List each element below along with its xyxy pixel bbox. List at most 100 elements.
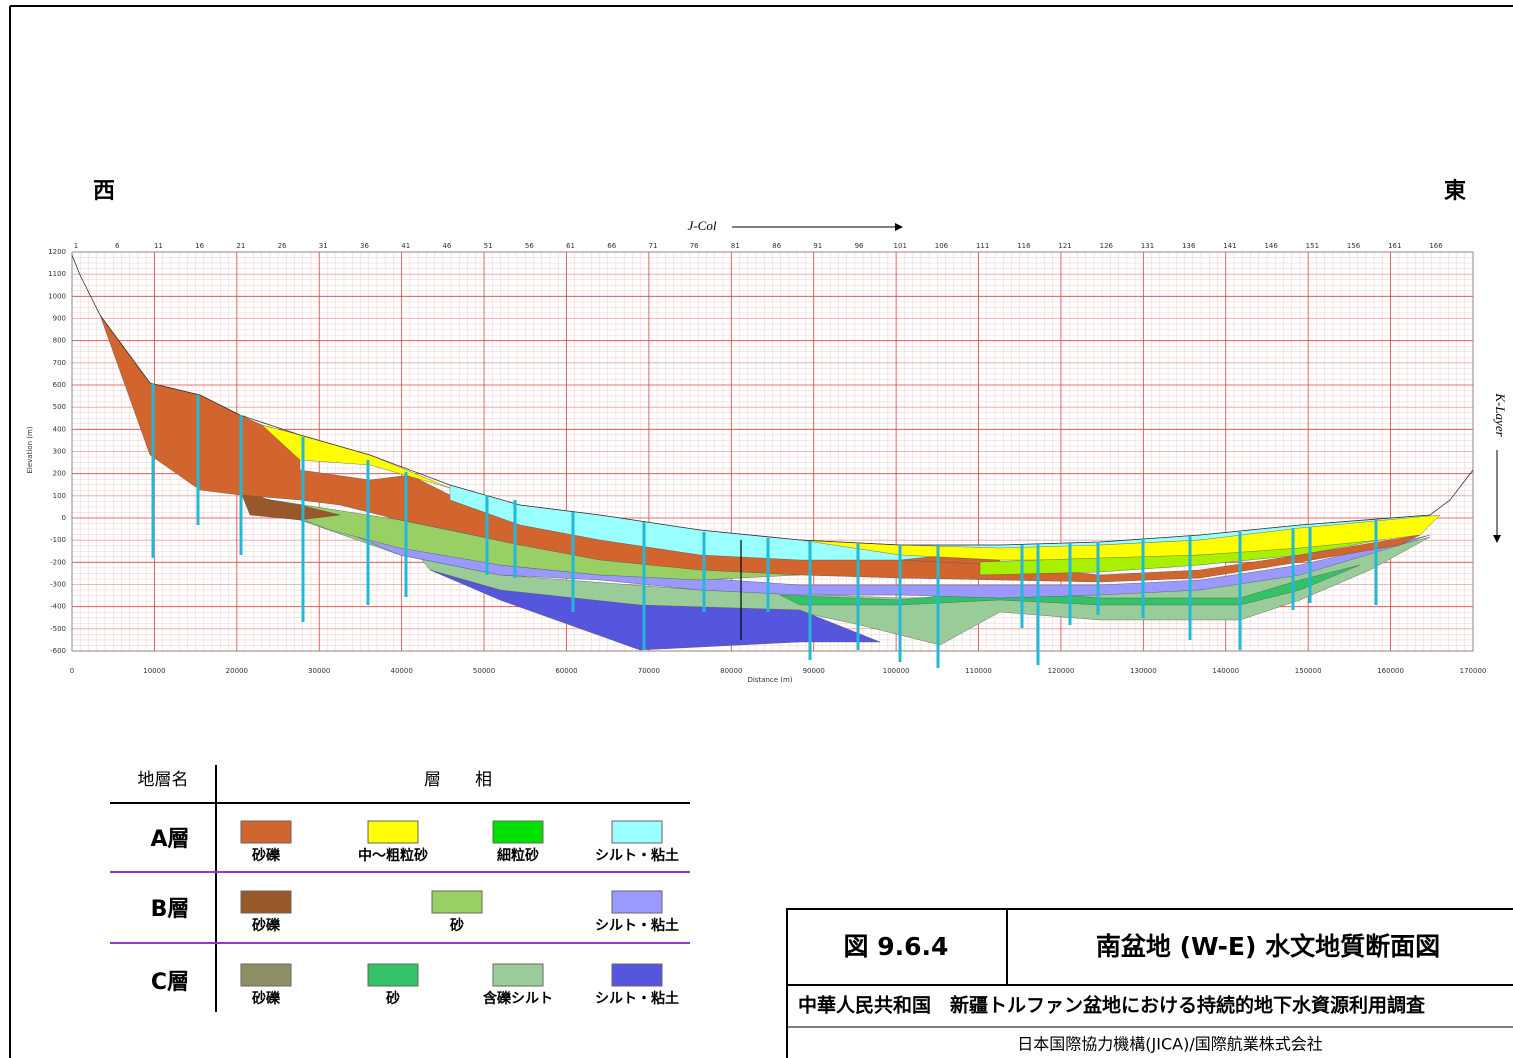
y-tick-label: 700 [53,359,66,367]
top-tick-label: 156 [1347,242,1361,250]
legend-label: 細粒砂 [497,847,539,864]
top-tick-label: 131 [1141,242,1154,250]
top-tick-label: 141 [1223,242,1236,250]
y-tick-label: 900 [53,315,66,323]
top-tick-label: 116 [1017,242,1031,250]
y-tick-label: -100 [50,536,66,544]
top-tick-label: 136 [1182,242,1196,250]
x-tick-label: 110000 [965,667,992,675]
x-tick-label: 80000 [720,667,742,675]
legend-swatch [241,964,291,986]
y-tick-label: 400 [53,425,66,433]
top-tick-label: 1 [74,242,78,250]
legend-label: 砂礫 [251,917,281,934]
j-col-label: J-Col [688,218,717,233]
k-layer-label: K-Layer [1493,392,1508,437]
x-axis-label: Distance (m) [747,676,792,684]
layer-name: A層 [150,827,189,852]
top-tick-label: 121 [1058,242,1071,250]
y-tick-label: 600 [53,381,66,389]
legend-label: 砂 [385,990,400,1007]
y-tick-label: -300 [50,581,66,589]
legend-label: 砂 [449,917,464,934]
layer-name: B層 [151,897,190,922]
x-tick-label: 70000 [638,667,660,675]
legend-label: シルト・粘土 [595,847,679,864]
legend-label: 砂礫 [251,990,281,1007]
legend-label: 中～粗粒砂 [358,847,428,864]
x-tick-label: 140000 [1212,667,1239,675]
top-tick-label: 56 [525,242,534,250]
x-tick-label: 50000 [473,667,495,675]
top-tick-label: 101 [894,242,907,250]
legend: 地層名 層 相 A層砂礫中～粗粒砂細粒砂シルト・粘土B層砂礫砂シルト・粘土C層砂… [110,765,690,1012]
legend-label: シルト・粘土 [595,917,679,934]
top-tick-label: 126 [1100,242,1114,250]
top-tick-label: 106 [935,242,949,250]
y-tick-label: 1100 [48,270,66,278]
x-tick-label: 10000 [143,667,165,675]
top-tick-label: 36 [360,242,369,250]
y-tick-label: -500 [50,625,66,633]
arrowhead [895,223,903,231]
legend-swatch [612,964,662,986]
west-label: 西 [93,179,115,204]
x-tick-label: 160000 [1377,667,1404,675]
x-tick-label: 60000 [555,667,577,675]
top-tick-label: 76 [690,242,699,250]
legend-label: シルト・粘土 [595,990,679,1007]
y-tick-label: 800 [53,337,66,345]
legend-swatch [241,891,291,913]
top-tick-label: 31 [319,242,328,250]
x-tick-label: 100000 [883,667,910,675]
top-tick-label: 91 [813,242,822,250]
legend-swatch [612,821,662,843]
legend-swatch [241,821,291,843]
page: -600-500-400-300-200-1000100200300400500… [0,0,1513,1058]
y-axis-label: Elevation (m) [26,426,34,473]
legend-swatch [368,964,418,986]
top-tick-label: 46 [442,242,451,250]
top-tick-label: 51 [484,242,493,250]
top-tick-label: 166 [1429,242,1443,250]
y-tick-label: -200 [50,558,66,566]
y-tick-label: 1200 [48,248,66,256]
top-tick-label: 96 [855,242,864,250]
east-label: 東 [1444,179,1466,204]
arrowhead [1493,535,1501,543]
drawing: -600-500-400-300-200-1000100200300400500… [0,0,1513,1058]
y-tick-label: 1000 [48,292,66,300]
top-tick-label: 146 [1264,242,1278,250]
x-tick-label: 40000 [391,667,413,675]
y-tick-label: 500 [53,403,66,411]
y-tick-label: 100 [53,492,66,500]
top-tick-label: 21 [236,242,245,250]
top-tick-label: 151 [1306,242,1319,250]
x-tick-label: 120000 [1048,667,1075,675]
x-tick-label: 170000 [1460,667,1487,675]
legend-swatch [493,964,543,986]
top-tick-label: 111 [976,242,989,250]
y-tick-label: 200 [53,470,66,478]
top-tick-label: 61 [566,242,575,250]
legend-swatch [493,821,543,843]
y-tick-label: -400 [50,603,66,611]
legend-header: 地層名 [138,770,189,790]
x-tick-label: 130000 [1130,667,1157,675]
legend-label: 砂礫 [251,847,281,864]
title-block: 図 9.6.4 南盆地 (W-E) 水文地質断面図 中華人民共和国 新疆トルファ… [787,909,1513,1058]
y-tick-label: 300 [53,448,66,456]
project: 中華人民共和国 新疆トルファン盆地における持続的地下水資源利用調査 [798,994,1426,1017]
layer-name: C層 [151,970,189,995]
legend-header: 層 相 [424,770,492,790]
organization: 日本国際協力機構(JICA)/国際航業株式会社 [1017,1035,1322,1054]
top-tick-label: 6 [115,242,120,250]
legend-swatch [368,821,418,843]
figure-number: 図 9.6.4 [844,932,949,961]
top-tick-label: 81 [731,242,740,250]
top-tick-label: 161 [1388,242,1401,250]
y-tick-label: 0 [62,514,66,522]
x-tick-label: 90000 [803,667,825,675]
x-tick-label: 20000 [226,667,248,675]
top-tick-label: 11 [154,242,163,250]
